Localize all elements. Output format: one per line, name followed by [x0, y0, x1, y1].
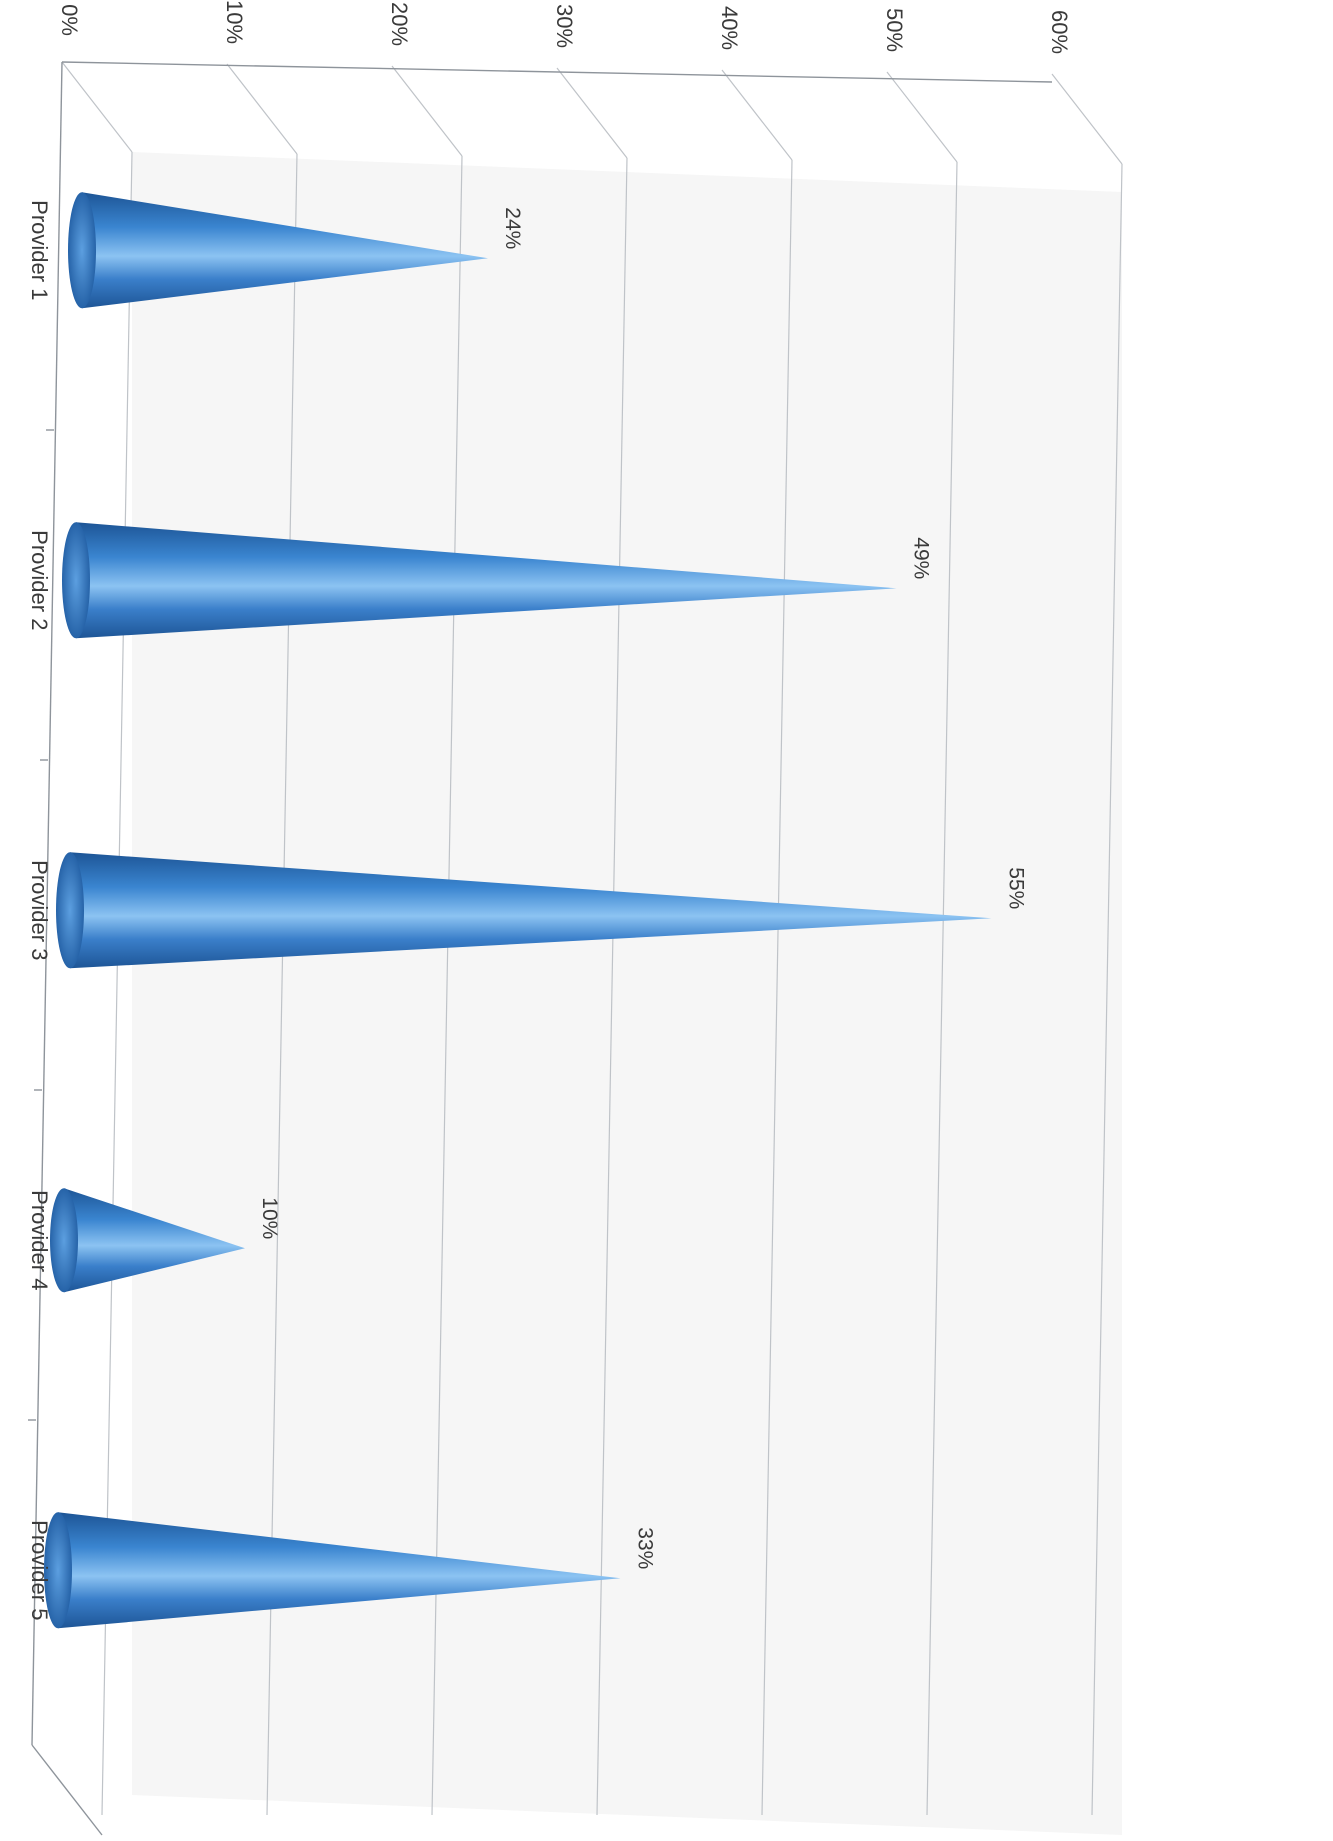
data-label: 49% [910, 537, 933, 579]
category-label: Provider 2 [27, 530, 52, 630]
category-axis [31, 61, 63, 1746]
y-tick-label: 0% [57, 4, 82, 36]
plot-area: 0% 10% 20% 30% 40% 50% 60% 24% Provider 1 49% Prov… [27, 0, 1123, 1836]
gridline-depth [886, 71, 958, 163]
data-label: 10% [258, 1197, 281, 1239]
gridline [761, 159, 793, 1816]
y-tick-label: 50% [882, 8, 907, 52]
gridline [431, 155, 463, 1816]
cone-bar [82, 192, 488, 309]
gridline [1091, 163, 1123, 1816]
gridline-depth [556, 67, 628, 159]
value-axis [61, 61, 1053, 83]
cone-base [50, 1188, 78, 1293]
y-tick-label: 60% [1047, 10, 1072, 54]
cone-bar [58, 1512, 621, 1629]
cone-bar [76, 522, 897, 639]
category-label: Provider 5 [27, 1520, 52, 1620]
y-tick-label: 40% [717, 6, 742, 50]
cone-base [56, 852, 84, 969]
gridline-depth [61, 61, 133, 153]
category-label: Provider 4 [27, 1190, 52, 1290]
cone-bar [64, 1188, 245, 1293]
category-label: Provider 1 [27, 200, 52, 300]
cone-base [44, 1512, 72, 1629]
data-label: 55% [1005, 867, 1028, 909]
cone-base [62, 522, 90, 639]
data-label: 33% [634, 1527, 657, 1569]
gridline-depth [226, 63, 298, 155]
category-label: Provider 3 [27, 860, 52, 960]
floor-edge [31, 1744, 103, 1836]
y-tick-label: 20% [387, 2, 412, 46]
y-tick-label: 10% [222, 0, 247, 44]
gridline [596, 157, 628, 1816]
cone-bar [70, 852, 992, 969]
gridline-depth [721, 69, 793, 161]
gridline-depth [1051, 73, 1123, 165]
data-label: 24% [501, 207, 524, 249]
gridline-depth [391, 65, 463, 157]
cone-base [68, 192, 96, 309]
y-tick-label: 30% [552, 4, 577, 48]
gridline [926, 161, 958, 1816]
